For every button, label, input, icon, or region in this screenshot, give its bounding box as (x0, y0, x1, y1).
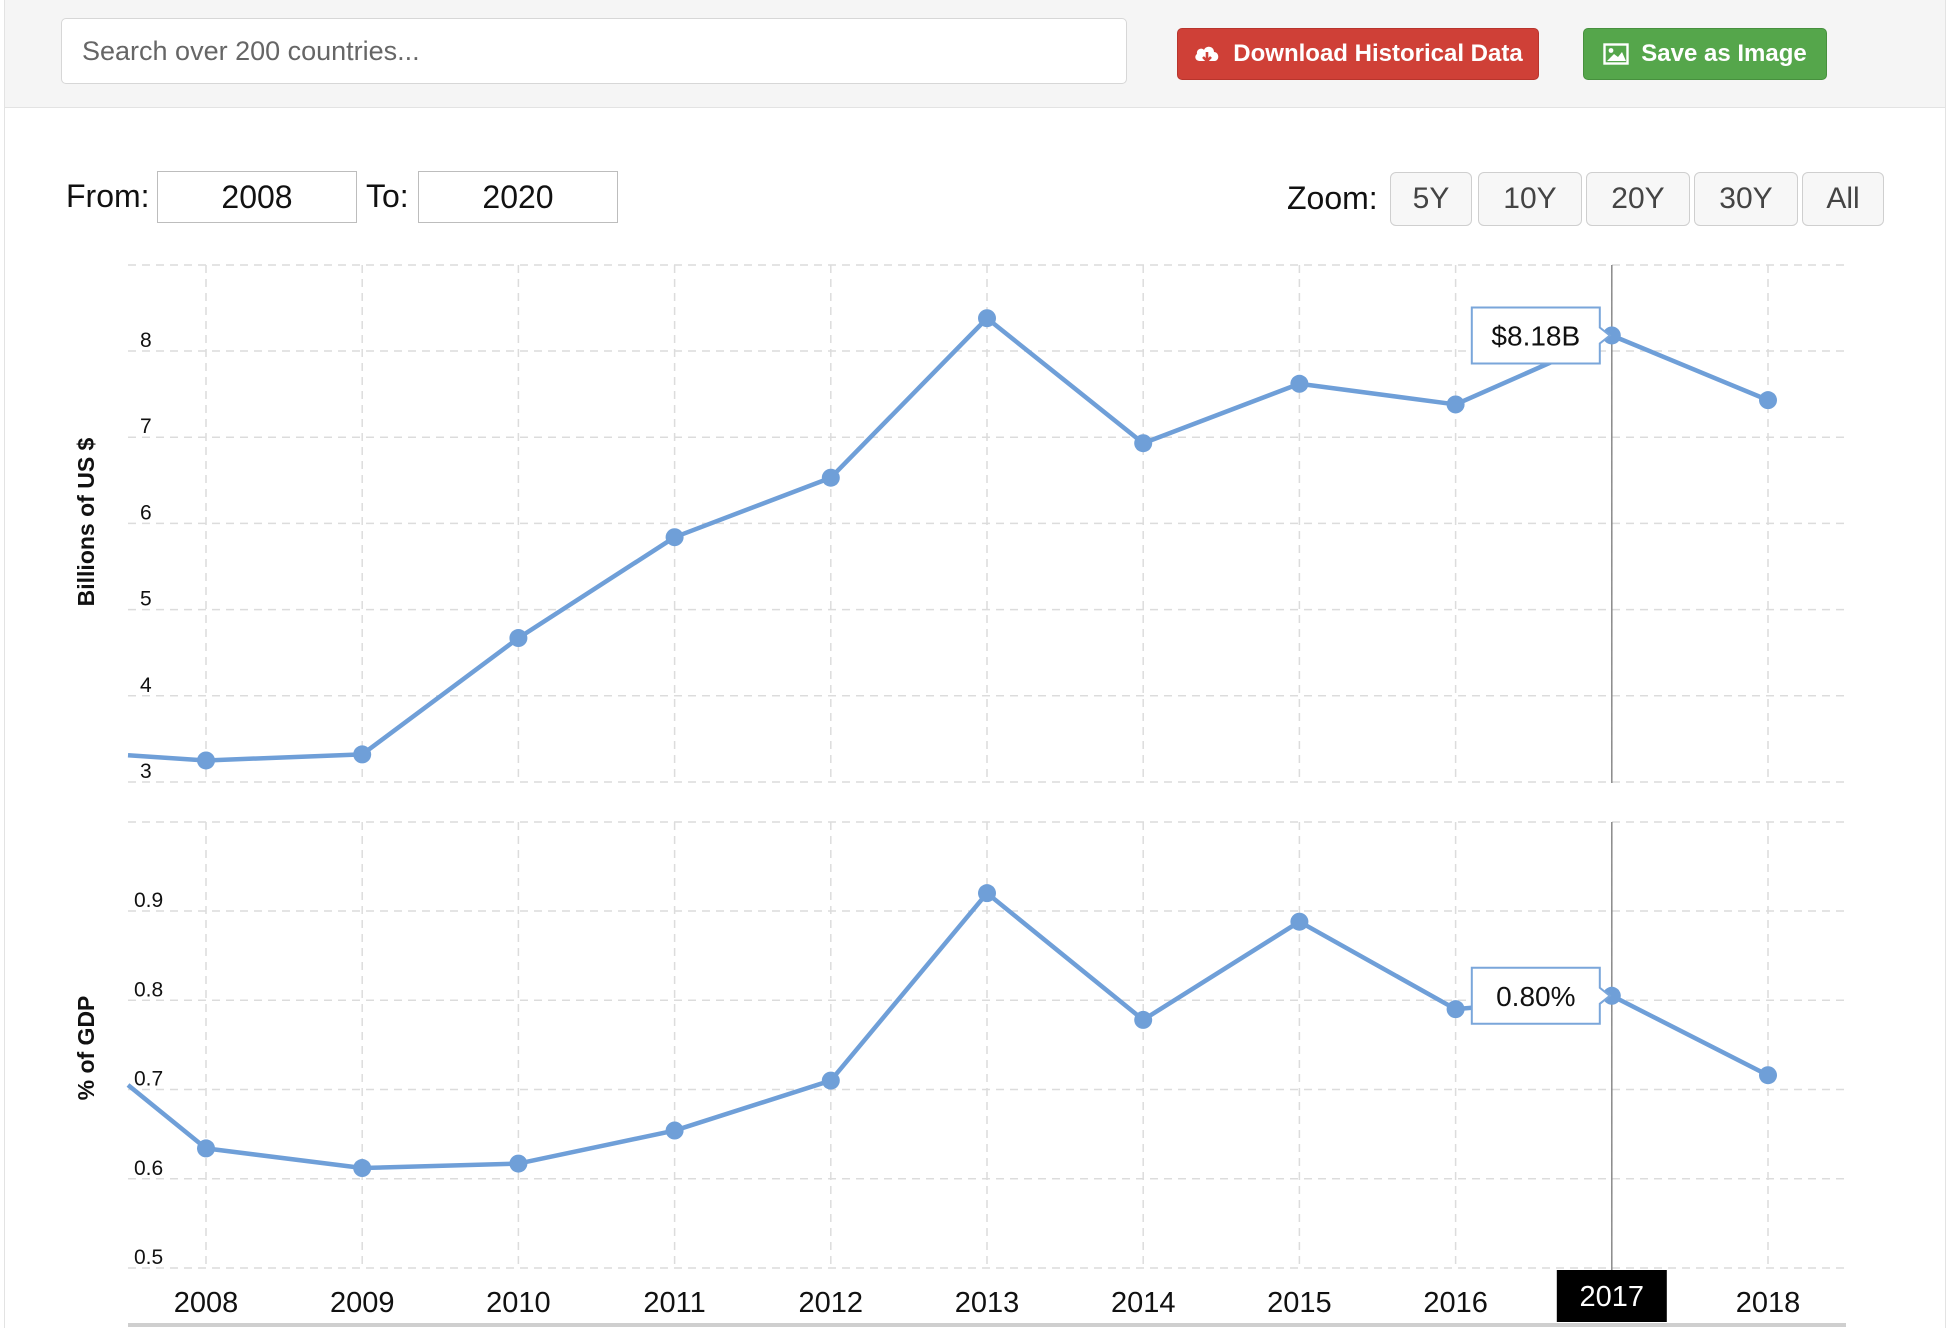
x-tick-label: 2008 (174, 1287, 239, 1319)
data-point (1134, 1010, 1153, 1029)
data-point (1290, 374, 1309, 393)
data-point (197, 1139, 215, 1158)
y-tick-label: 8 (140, 329, 152, 352)
toolbar: Download Historical Data Save as Image (4, 0, 1946, 108)
tooltip-label: $8.18B (1491, 320, 1580, 351)
tooltip-label: 0.80% (1496, 981, 1575, 1012)
x-tick-label: 2011 (643, 1287, 705, 1319)
x-tick-label: 2014 (1111, 1287, 1176, 1319)
y-tick-label: 5 (140, 588, 152, 611)
data-point (821, 1071, 840, 1090)
data-point (509, 1154, 528, 1173)
data-point (509, 629, 528, 648)
y-tick-label: 4 (140, 674, 152, 697)
to-label: To: (366, 178, 409, 214)
zoom-10y-button[interactable]: 10Y (1478, 172, 1582, 226)
y-tick-label: 0.5 (134, 1246, 163, 1269)
zoom-30y-button[interactable]: 30Y (1694, 172, 1798, 226)
data-point (1602, 326, 1621, 345)
x-tick-label: 2018 (1736, 1287, 1801, 1319)
series-line (127, 315, 1769, 763)
x-tick-label: 2012 (799, 1287, 864, 1319)
zoom-20y-button[interactable]: 20Y (1586, 172, 1690, 226)
x-tick-label: 2013 (955, 1287, 1020, 1319)
download-historical-data-button[interactable]: Download Historical Data (1177, 28, 1539, 80)
zoom-5y-button[interactable]: 5Y (1390, 172, 1472, 226)
data-point (1602, 986, 1621, 1005)
image-icon (1603, 43, 1629, 65)
zoom-all-button[interactable]: All (1802, 172, 1884, 226)
tooltip-box (1470, 966, 1612, 1025)
save-button-label: Save as Image (1641, 40, 1807, 67)
tooltip-box (1470, 306, 1612, 365)
data-point (1446, 1000, 1465, 1019)
data-point (821, 468, 840, 487)
tooltip: $8.18B (1470, 306, 1612, 365)
y-tick-label: 0.9 (134, 889, 163, 912)
data-point (1759, 391, 1777, 410)
data-point (978, 309, 996, 328)
chart-panel (4, 108, 1946, 1328)
data-point (665, 528, 684, 547)
y-tick-label: 0.7 (134, 1068, 163, 1091)
cloud-download-icon (1195, 46, 1219, 63)
y-tick-label: 3 (140, 760, 152, 783)
y-axis-title: Billions of US $ (73, 437, 99, 606)
highlighted-x-tick-bg (1556, 1270, 1667, 1322)
data-point (353, 745, 372, 764)
y-tick-label: 7 (140, 415, 152, 438)
data-point (1759, 1066, 1777, 1085)
data-point (197, 751, 215, 770)
data-point (353, 1159, 372, 1178)
x-tick-label: 2009 (330, 1287, 395, 1319)
x-tick-label: 2016 (1423, 1287, 1488, 1319)
y-tick-label: 6 (140, 501, 152, 524)
from-label: From: (66, 178, 150, 214)
zoom-label: Zoom: (1287, 180, 1378, 216)
series-line (126, 890, 1770, 1171)
data-point (1290, 912, 1309, 931)
save-as-image-button[interactable]: Save as Image (1583, 28, 1827, 80)
x-tick-label: 2015 (1267, 1287, 1332, 1319)
y-tick-label: 0.8 (134, 978, 163, 1001)
to-year-input[interactable] (418, 171, 618, 223)
highlighted-x-tick-label: 2017 (1580, 1281, 1645, 1313)
tooltip: 0.80% (1470, 966, 1612, 1025)
data-point (1446, 395, 1465, 414)
search-input[interactable] (61, 18, 1127, 84)
x-tick-label: 2010 (486, 1287, 551, 1319)
y-axis-title: % of GDP (73, 996, 99, 1101)
from-year-input[interactable] (157, 171, 357, 223)
data-point (1134, 434, 1153, 453)
data-point (665, 1121, 684, 1140)
data-point (978, 884, 996, 903)
y-tick-label: 0.6 (134, 1157, 163, 1180)
download-button-label: Download Historical Data (1233, 40, 1523, 67)
